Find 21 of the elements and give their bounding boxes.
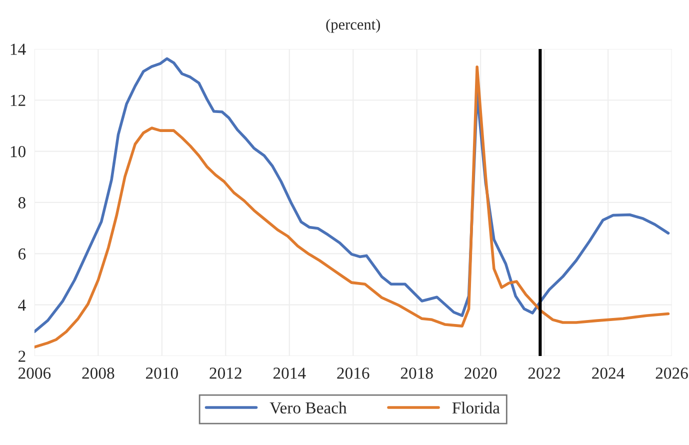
y-tick-label: 4 xyxy=(18,300,26,311)
x-tick-label: 2024 xyxy=(592,368,624,379)
y-tick-label: 6 xyxy=(18,248,26,260)
x-tick-label: 2018 xyxy=(400,368,433,379)
x-tick-label: 2022 xyxy=(528,368,560,379)
x-tick-label: 2006 xyxy=(18,368,51,379)
x-tick-label: 2026 xyxy=(656,368,688,379)
x-tick-label: 2016 xyxy=(337,368,370,379)
y-tick-label: 10 xyxy=(10,146,26,158)
chart-title: (percent) xyxy=(326,18,380,33)
y-tick-label: 8 xyxy=(18,197,26,208)
legend-label: Vero Beach xyxy=(270,402,347,414)
y-tick-label: 14 xyxy=(10,44,26,55)
x-tick-label: 2010 xyxy=(146,368,178,379)
x-tick-label: 2014 xyxy=(273,368,306,379)
x-tick-label: 2008 xyxy=(82,368,114,379)
y-tick-label: 12 xyxy=(10,94,26,106)
x-tick-label: 2020 xyxy=(464,368,497,379)
legend-label: Florida xyxy=(452,402,500,414)
y-tick-label: 2 xyxy=(18,350,26,362)
x-tick-label: 2012 xyxy=(210,368,242,379)
